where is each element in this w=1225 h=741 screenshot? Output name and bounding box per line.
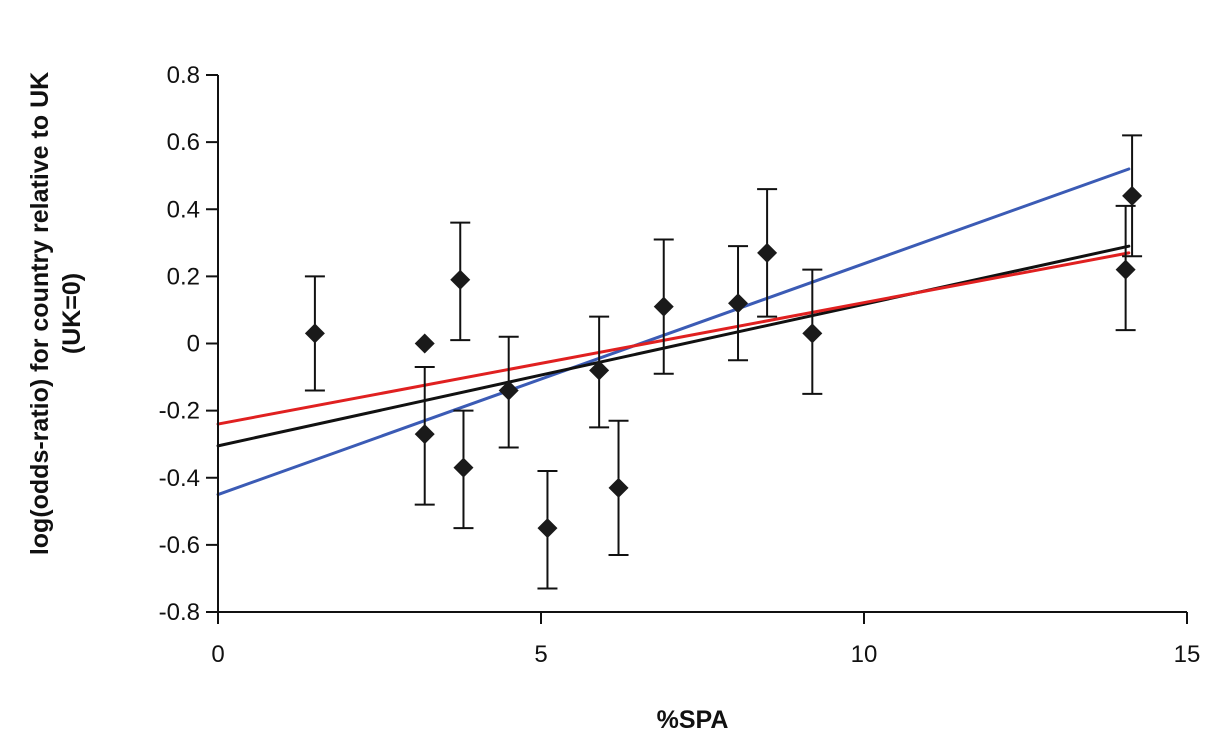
data-point-marker xyxy=(653,296,674,317)
fit-line xyxy=(216,251,1131,426)
y-axis-ticks: -0.8 -0.6 -0.4 -0.2 0 0.2 0.4 0.6 0.8 xyxy=(159,62,218,626)
y-axis-title-line-1: log(odds-ratio) for country relative to … xyxy=(26,72,54,555)
data-markers xyxy=(304,185,1143,539)
x-tick-label: 5 xyxy=(534,641,547,668)
y-axis-title: log(odds-ratio) for country relative to … xyxy=(26,72,86,555)
x-tick-label: 15 xyxy=(1174,641,1201,668)
data-point-marker xyxy=(498,380,519,401)
y-axis-title-line-2: (UK=0) xyxy=(58,273,86,354)
data-point-marker xyxy=(450,269,471,290)
data-point-marker xyxy=(453,457,474,478)
data-point-marker xyxy=(414,333,435,354)
data-point-marker xyxy=(537,518,558,539)
data-point-marker xyxy=(304,323,325,344)
fit-line xyxy=(216,244,1131,448)
y-tick-label: -0.6 xyxy=(159,532,200,559)
y-tick-label: 0.6 xyxy=(167,129,200,156)
fit-line xyxy=(216,167,1131,497)
y-tick-label: 0.4 xyxy=(167,196,200,223)
x-tick-label: 0 xyxy=(211,641,224,668)
y-tick-label: 0.8 xyxy=(167,62,200,89)
error-bars xyxy=(304,134,1143,590)
x-tick-label: 10 xyxy=(851,641,878,668)
y-tick-label: -0.2 xyxy=(159,398,200,425)
x-axis-ticks: 0 5 10 15 xyxy=(211,612,1200,668)
y-tick-label: -0.8 xyxy=(159,599,200,626)
fit-lines xyxy=(216,167,1131,497)
data-point-marker xyxy=(1122,185,1143,206)
axes: 0 5 10 15 -0.8 -0.6 -0.4 -0.2 0 0.2 0.4 0.6 0.8 xyxy=(159,62,1201,668)
data-point-marker xyxy=(414,424,435,445)
data-point-marker xyxy=(802,323,823,344)
data-point-marker xyxy=(1115,259,1136,280)
data-point-marker xyxy=(757,242,778,263)
x-axis-title: %SPA xyxy=(657,706,729,734)
data-point-marker xyxy=(728,293,749,314)
y-tick-label: 0.2 xyxy=(167,263,200,290)
y-tick-label: -0.4 xyxy=(159,465,200,492)
data-point-marker xyxy=(608,477,629,498)
data-point-marker xyxy=(589,360,610,381)
y-tick-label: 0 xyxy=(187,331,200,358)
